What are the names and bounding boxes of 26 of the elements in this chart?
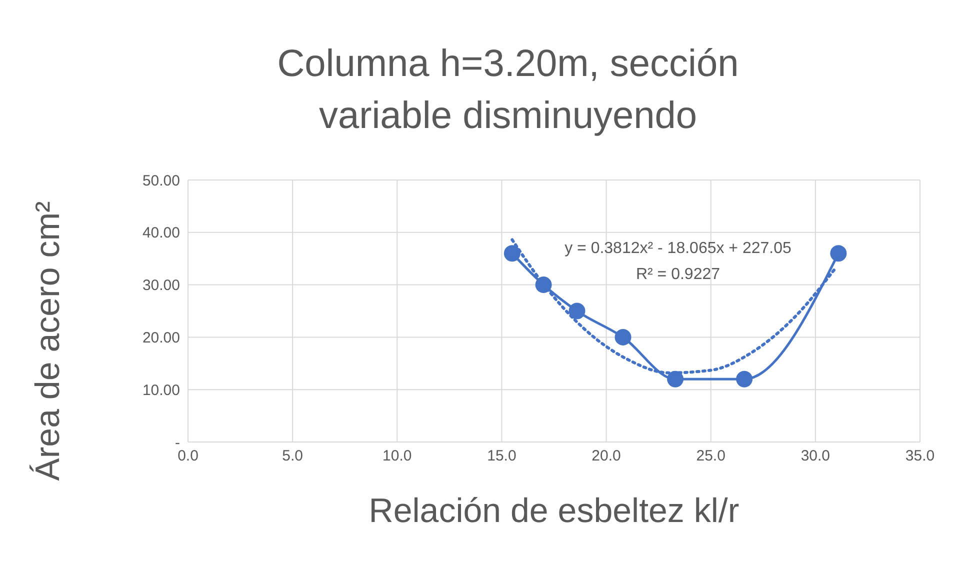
y-tick-label: - [175, 434, 180, 452]
point [568, 302, 586, 320]
point [535, 276, 552, 294]
point [830, 245, 847, 262]
annotation: y = 0.3812x² - 18.065x + 227.05 [564, 240, 792, 258]
y-tick-label: 30.00 [142, 277, 180, 294]
x-tick-label: 5.0 [282, 448, 303, 465]
x-axis-title: Relación de esbeltez kl/r [368, 492, 740, 530]
x-tick-label: 30.0 [800, 448, 830, 465]
x-tick-label: 25.0 [696, 448, 726, 465]
x-tick-label: 10.0 [382, 448, 412, 465]
point [614, 328, 632, 346]
y-tick-label: 40.00 [142, 224, 180, 242]
y-axis-title: Área de acero cm² [29, 201, 67, 481]
point [504, 245, 520, 262]
x-tick-label: 35.0 [905, 448, 935, 465]
y-tick-label: 10.00 [142, 382, 180, 399]
x-tick-label: 0.0 [178, 448, 198, 465]
x-tick-label: 15.0 [487, 448, 516, 465]
y-tick-label: 20.00 [142, 330, 180, 347]
point [736, 370, 753, 388]
chart-title: Columna h=3.20m, sección variable disminuyendo [276, 42, 740, 139]
annotation: R² = 0.9227 [634, 266, 722, 284]
y-tick-label: 50.00 [142, 172, 180, 190]
point [667, 370, 684, 388]
x-tick-label: 20.0 [592, 448, 621, 465]
